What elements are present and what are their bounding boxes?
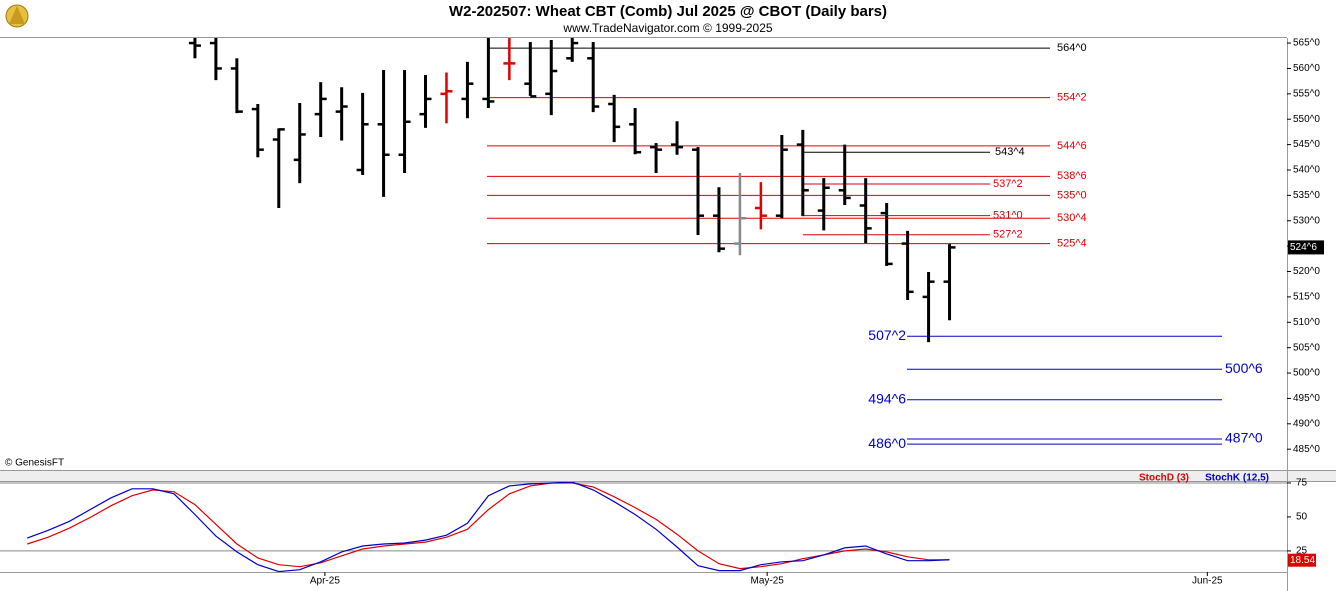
y-tick-label: 530^0: [1293, 215, 1320, 226]
plot-area: [0, 482, 1287, 572]
level-label: 544^6: [1057, 140, 1087, 152]
level-label: 507^2: [868, 327, 906, 343]
y-tick-label: 500^0: [1293, 368, 1320, 379]
stoch-line: [26, 482, 950, 572]
y-tick-label: 535^0: [1293, 190, 1320, 201]
level-label: 543^4: [995, 146, 1025, 158]
x-tick-label: Apr-25: [310, 576, 340, 587]
y-tick-label: 25: [1296, 546, 1308, 557]
level-label: 537^2: [993, 178, 1023, 190]
x-tick-label: May-25: [750, 576, 784, 587]
chart-subtitle: www.TradeNavigator.com © 1999-2025: [562, 21, 772, 35]
plot-area: [188, 38, 1222, 445]
level-label: 494^6: [868, 390, 906, 406]
level-label: 486^0: [868, 435, 906, 451]
legend-entry: StochD (3): [1139, 473, 1189, 484]
level-label: 554^2: [1057, 92, 1087, 104]
level-label: 487^0: [1225, 430, 1263, 446]
x-tick-label: Jun-25: [1192, 576, 1223, 587]
last-price-box: [1288, 240, 1324, 255]
y-tick-label: 565^0: [1293, 38, 1320, 49]
y-tick-label: 75: [1296, 478, 1308, 489]
level-label: 530^4: [1057, 212, 1087, 224]
y-tick-label: 520^0: [1293, 266, 1320, 277]
y-tick-label: 550^0: [1293, 114, 1320, 125]
y-tick-label: 515^0: [1293, 292, 1320, 303]
y-tick-label: 495^0: [1293, 393, 1320, 404]
last-value-box: [1288, 553, 1316, 567]
y-tick-label: 510^0: [1293, 317, 1320, 328]
level-label: 538^6: [1057, 170, 1087, 182]
y-tick-label: 485^0: [1293, 444, 1320, 455]
last-value-label: 18.54: [1290, 555, 1315, 566]
y-tick-label: 490^0: [1293, 418, 1320, 429]
stoch-line: [27, 482, 950, 570]
y-tick-label: 540^0: [1293, 165, 1320, 176]
y-tick-label: 545^0: [1293, 139, 1320, 150]
last-price-label: 524^6: [1290, 242, 1317, 253]
level-label: 500^6: [1225, 360, 1263, 376]
y-tick-label: 560^0: [1293, 63, 1320, 74]
level-label: 535^0: [1057, 189, 1087, 201]
watermark: © GenesisFT: [5, 458, 64, 469]
legend-entry: StochK (12,5): [1205, 473, 1269, 484]
y-tick-label: 50: [1296, 512, 1308, 523]
logo: [5, 4, 29, 28]
level-label: 527^2: [993, 229, 1023, 241]
y-tick-label: 505^0: [1293, 342, 1320, 353]
level-label: 525^4: [1057, 237, 1087, 249]
chart-title: W2-202507: Wheat CBT (Comb) Jul 2025 @ C…: [449, 3, 887, 20]
level-label: 564^0: [1057, 42, 1087, 54]
y-tick-label: 555^0: [1293, 88, 1320, 99]
panel-divider: [0, 470, 1336, 482]
level-label: 531^0: [993, 210, 1023, 222]
